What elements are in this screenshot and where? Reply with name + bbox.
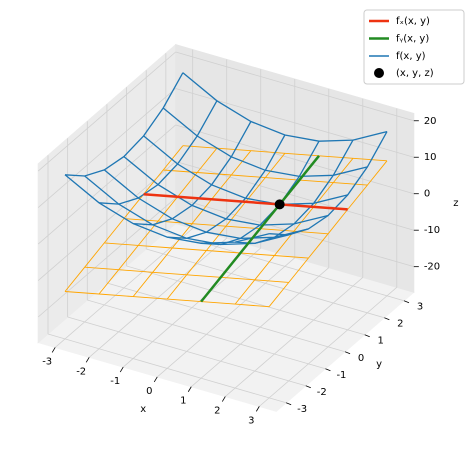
tick-mark <box>51 347 56 353</box>
grid-line <box>175 161 414 231</box>
y-tick-label: 0 <box>358 353 364 364</box>
tick-mark <box>384 317 390 321</box>
surface-wire <box>269 131 388 236</box>
tick-mark <box>153 376 158 383</box>
surface-wire <box>98 100 218 205</box>
grid-line <box>37 197 176 318</box>
grid-line <box>175 124 414 195</box>
tangent-plane <box>132 150 252 297</box>
surface-wire <box>133 121 252 226</box>
tick-mark <box>255 406 260 412</box>
y-tick-label: -3 <box>297 404 307 415</box>
tangent-line <box>200 155 320 303</box>
point <box>274 199 285 210</box>
y-tick-label: 1 <box>378 336 384 347</box>
tangent-line <box>143 193 348 211</box>
x-axis-label: x <box>140 404 146 415</box>
tangent-plane <box>98 147 218 295</box>
legend-label: fᵧ(x, y) <box>396 34 429 45</box>
tick-mark <box>119 366 124 373</box>
grid-line <box>175 51 414 122</box>
surface-wire <box>167 134 286 239</box>
z-axis-label: z <box>453 198 458 209</box>
y-tick-label: -2 <box>317 387 327 398</box>
legend-label: f(x, y) <box>396 51 426 62</box>
tick-mark <box>403 300 410 304</box>
x-tick-label: 3 <box>248 415 254 426</box>
grid-line <box>106 282 346 353</box>
grid-line <box>37 88 176 208</box>
tangent-plane <box>268 160 388 307</box>
x-tick-label: -3 <box>42 356 52 367</box>
grid-line <box>37 51 176 172</box>
legend-box <box>363 9 465 85</box>
surface-wire <box>64 72 184 177</box>
grid-line <box>87 299 326 370</box>
tangent-plane <box>234 158 354 305</box>
y-tick-label: -1 <box>336 370 346 381</box>
grid-line <box>37 124 176 245</box>
z-tick-label: 10 <box>424 152 437 163</box>
legend-label: fₓ(x, y) <box>396 16 430 27</box>
grid-line <box>37 161 176 281</box>
tick-mark <box>364 334 370 338</box>
legend-label: (x, y, z) <box>396 68 434 79</box>
tick-mark <box>221 396 226 402</box>
y-tick-label: 2 <box>397 319 403 330</box>
x-tick-label: 2 <box>214 406 220 417</box>
grid-line <box>146 248 385 319</box>
grid-line <box>47 333 287 404</box>
z-tick-label: 20 <box>424 116 437 127</box>
tick-mark <box>344 351 351 355</box>
grid-line <box>67 316 306 387</box>
tangent-plane <box>166 153 286 300</box>
z-tick-label: 0 <box>424 189 430 200</box>
legend-swatch <box>374 68 384 78</box>
x-tick-label: 0 <box>146 386 152 397</box>
tick-mark <box>187 386 192 392</box>
surface-wire <box>235 139 354 245</box>
x-tick-label: -1 <box>110 376 120 387</box>
x-tick-label: 1 <box>180 396 186 407</box>
z-tick-label: -20 <box>424 262 440 273</box>
y-axis-label: y <box>376 359 382 370</box>
y-tick-label: 3 <box>417 302 423 313</box>
x-tick-label: -2 <box>76 366 86 377</box>
z-tick-label: -10 <box>424 225 440 236</box>
tick-mark <box>285 402 292 406</box>
surface-wire <box>201 140 320 246</box>
tick-mark <box>85 357 90 363</box>
tick-mark <box>325 368 331 372</box>
grid-line <box>126 265 365 336</box>
tick-mark <box>305 385 311 389</box>
